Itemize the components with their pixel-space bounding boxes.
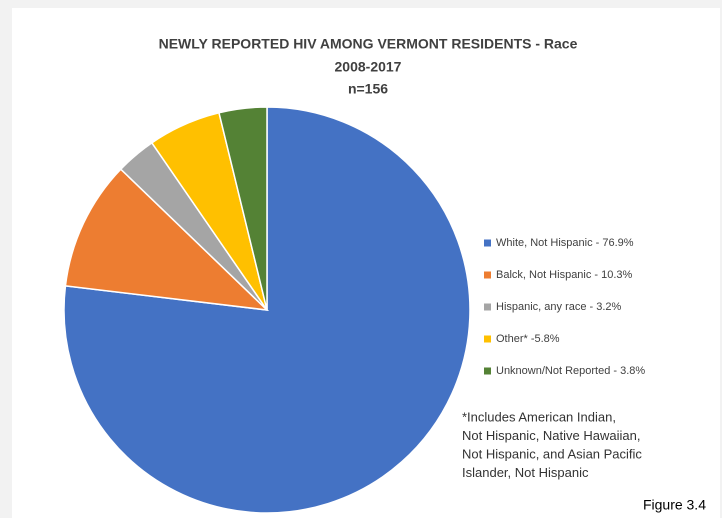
pie-slice <box>64 168 270 312</box>
legend-label: White, Not Hispanic - 76.9% <box>496 237 634 249</box>
legend-swatch <box>484 303 491 311</box>
legend-label: Other* -5.8% <box>496 333 560 345</box>
legend-swatch <box>484 335 491 343</box>
pie-slice <box>218 106 268 311</box>
footnote: Islander, Not Hispanic <box>462 465 589 480</box>
legend-label: Balck, Not Hispanic - 10.3% <box>496 269 633 281</box>
figure-label: Figure 3.4 <box>643 497 706 513</box>
footnote: *Includes American Indian, <box>462 409 616 424</box>
footnote: Not Hispanic, Native Hawaiian, <box>462 428 640 443</box>
legend-swatch <box>484 271 491 279</box>
legend-swatch <box>484 239 491 247</box>
chart-count: n=156 <box>348 81 388 97</box>
footnote: Not Hispanic, and Asian Pacific <box>462 446 642 461</box>
chart-title: NEWLY REPORTED HIV AMONG VERMONT RESIDEN… <box>159 36 578 52</box>
chart-subtitle: 2008-2017 <box>335 59 402 75</box>
legend-swatch <box>484 367 491 375</box>
legend-label: Hispanic, any race - 3.2% <box>496 301 622 313</box>
legend-label: Unknown/Not Reported - 3.8% <box>496 365 645 377</box>
